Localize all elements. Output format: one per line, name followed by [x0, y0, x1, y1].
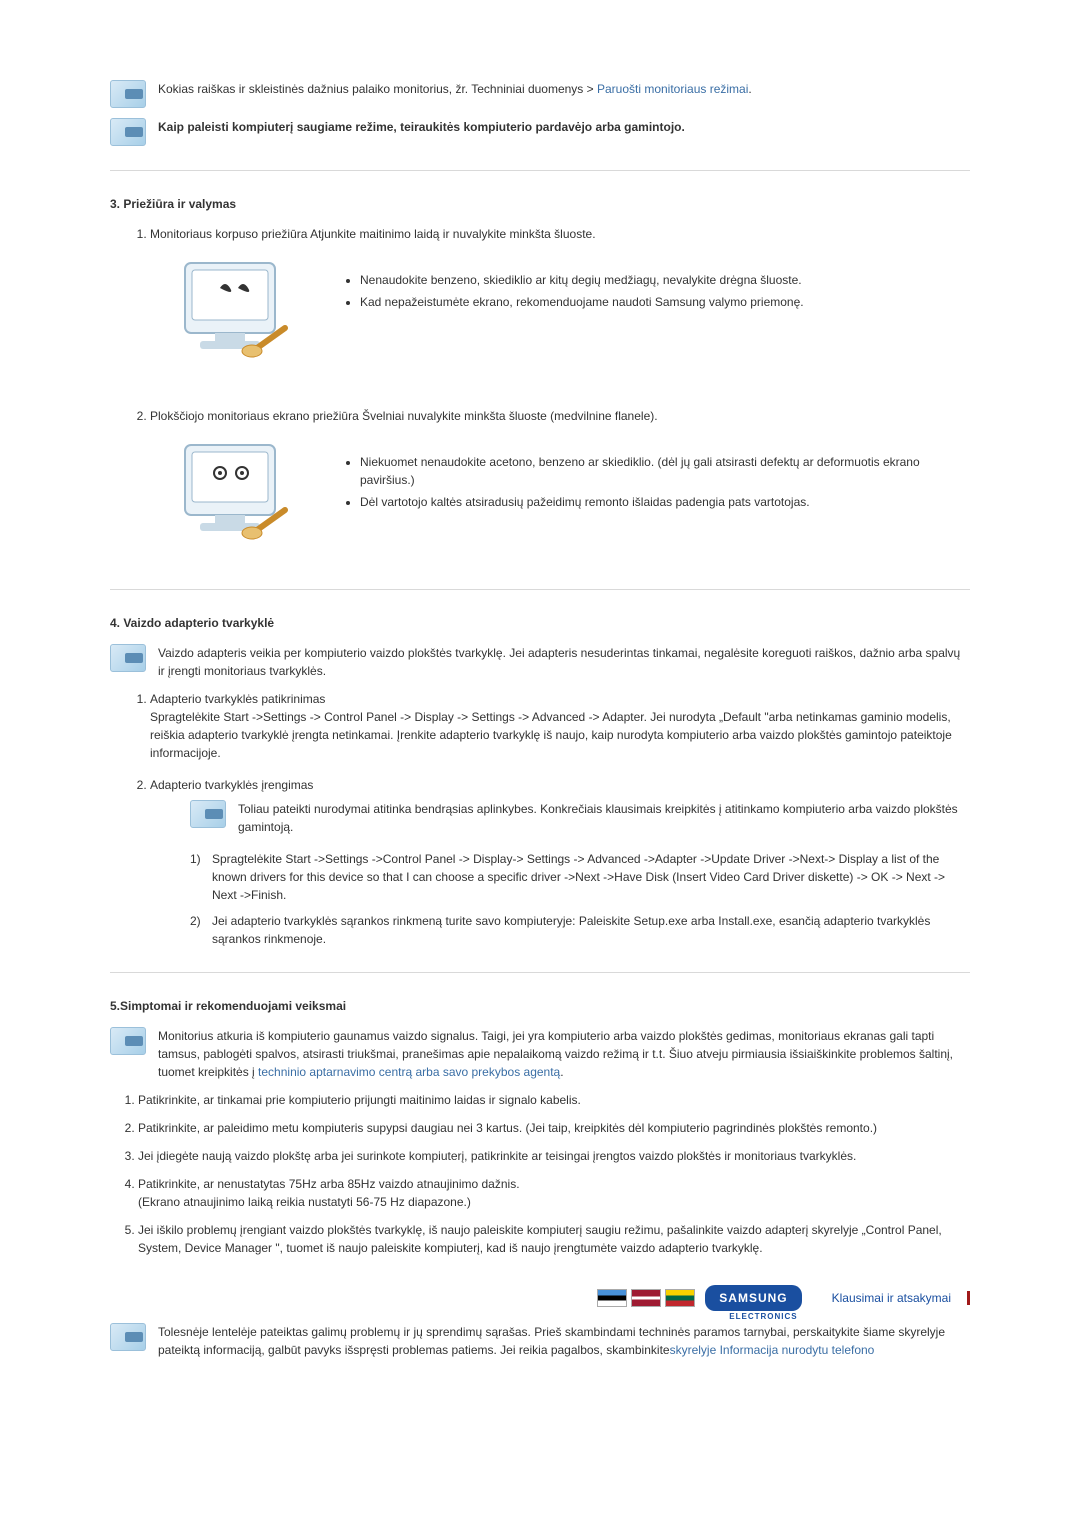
- samsung-logo: SAMSUNG ELECTRONICS: [705, 1285, 801, 1311]
- s3-row2: Niekuomet nenaudokite acetono, benzeno a…: [170, 435, 970, 565]
- section3-list: Monitoriaus korpuso priežiūra Atjunkite …: [110, 225, 970, 243]
- divider: [110, 972, 970, 973]
- flag-icon: [631, 1289, 661, 1307]
- s5-l2: Patikrinkite, ar paleidimo metu kompiute…: [138, 1119, 970, 1137]
- s4-paren-list: 1)Spragtelėkite Start ->Settings ->Contr…: [150, 850, 970, 948]
- monitor-clean-illustration: [170, 253, 300, 383]
- s5-l4a: Patikrinkite, ar nenustatytas 75Hz arba …: [138, 1175, 970, 1193]
- s5-l1: Patikrinkite, ar tinkamai prie kompiuter…: [138, 1091, 970, 1109]
- note-icon: [110, 80, 146, 108]
- s3-b3: Niekuomet nenaudokite acetono, benzeno a…: [360, 453, 970, 489]
- s4-i1-body: Spragtelėkite Start ->Settings -> Contro…: [150, 708, 970, 762]
- note2-text: Kaip paleisti kompiuterį saugiame režime…: [158, 120, 685, 134]
- section3-list2: Plokščiojo monitoriaus ekrano priežiūra …: [110, 407, 970, 425]
- note-icon: [190, 800, 226, 828]
- section3-title: 3. Priežiūra ir valymas: [110, 195, 970, 213]
- divider: [110, 170, 970, 171]
- preset-modes-link[interactable]: Paruošti monitoriaus režimai: [597, 82, 748, 96]
- brand-banner: SAMSUNG ELECTRONICS Klausimai ir atsakym…: [110, 1285, 970, 1311]
- note-icon: [110, 118, 146, 146]
- s3-b2: Kad nepažeistumėte ekrano, rekomenduojam…: [360, 293, 970, 311]
- note1-suffix: .: [748, 82, 751, 96]
- s5-note: Monitorius atkuria iš kompiuterio gaunam…: [110, 1027, 970, 1081]
- s3-item1: Monitoriaus korpuso priežiūra Atjunkite …: [150, 225, 970, 243]
- note1-prefix: Kokias raiškas ir skleistinės dažnius pa…: [158, 82, 597, 96]
- s3-item2: Plokščiojo monitoriaus ekrano priežiūra …: [150, 407, 970, 425]
- s4-p2: Jei adapterio tvarkyklės sąrankos rinkme…: [212, 914, 930, 946]
- s3-row1: Nenaudokite benzeno, skiediklio ar kitų …: [170, 253, 970, 383]
- section4-list: Adapterio tvarkyklės patikrinimas Spragt…: [110, 690, 970, 948]
- s3-b1: Nenaudokite benzeno, skiediklio ar kitų …: [360, 271, 970, 289]
- s4-note: Vaizdo adapteris veikia per kompiuterio …: [110, 644, 970, 680]
- qa-bar-icon: [967, 1291, 970, 1305]
- s4-i2-note: Toliau pateikti nurodymai atitinka bendr…: [190, 800, 970, 836]
- s3-b4: Dėl vartotojo kaltės atsiradusių pažeidi…: [360, 493, 970, 511]
- qa-heading: Klausimai ir atsakymai: [832, 1289, 951, 1307]
- info-phone-link[interactable]: skyrelyje Informacija nurodytu telefono: [670, 1343, 875, 1357]
- note-icon: [110, 644, 146, 672]
- service-center-link[interactable]: techninio aptarnavimo centrą arba savo p…: [258, 1065, 560, 1079]
- info-note-1: Kokias raiškas ir skleistinės dažnius pa…: [110, 80, 970, 108]
- section5-list: Patikrinkite, ar tinkamai prie kompiuter…: [110, 1091, 970, 1257]
- s4-i2-title: Adapterio tvarkyklės įrengimas: [150, 776, 970, 794]
- s4-p1: Spragtelėkite Start ->Settings ->Control…: [212, 852, 945, 902]
- s5-l3: Jei įdiegėte naują vaizdo plokštę arba j…: [138, 1147, 970, 1165]
- section5-title: 5.Simptomai ir rekomenduojami veiksmai: [110, 997, 970, 1015]
- s4-note-text: Vaizdo adapteris veikia per kompiuterio …: [158, 644, 970, 680]
- divider: [110, 589, 970, 590]
- info-note-2: Kaip paleisti kompiuterį saugiame režime…: [110, 118, 970, 146]
- flag-icon: [665, 1289, 695, 1307]
- monitor-screen-illustration: [170, 435, 300, 565]
- flag-icon: [597, 1289, 627, 1307]
- final-note: Tolesnėje lentelėje pateiktas galimų pro…: [110, 1323, 970, 1359]
- s5-l5: Jei iškilo problemų įrengiant vaizdo plo…: [138, 1221, 970, 1257]
- section4-title: 4. Vaizdo adapterio tvarkyklė: [110, 614, 970, 632]
- s4-i1-title: Adapterio tvarkyklės patikrinimas: [150, 690, 970, 708]
- note-icon: [110, 1323, 146, 1351]
- note-icon: [110, 1027, 146, 1055]
- s5-l4b: (Ekrano atnaujinimo laiką reikia nustaty…: [138, 1193, 970, 1211]
- s4-i2-note-text: Toliau pateikti nurodymai atitinka bendr…: [238, 800, 970, 836]
